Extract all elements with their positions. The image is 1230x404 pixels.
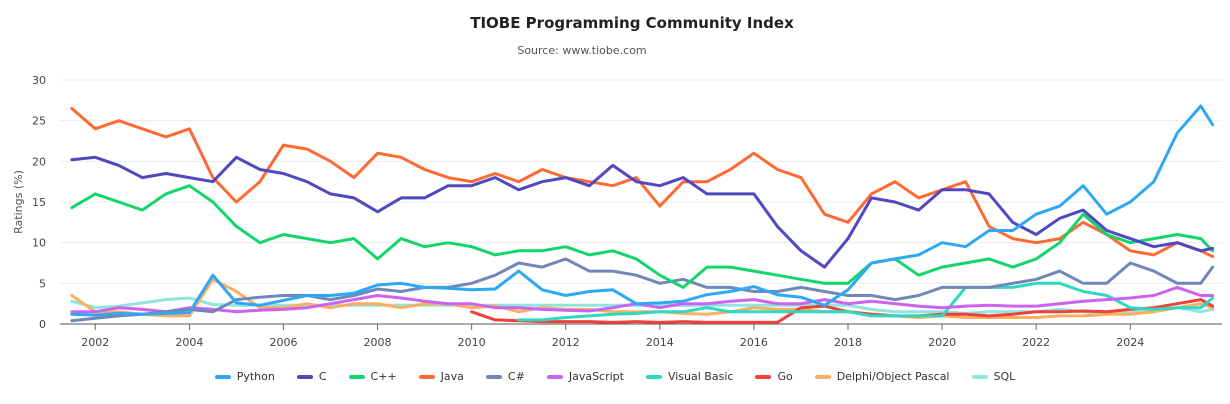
series-line-visual-basic [517, 281, 1215, 322]
y-tick-label: 20 [32, 155, 46, 168]
series-line-c- [70, 257, 1215, 323]
legend-label: Delphi/Object Pascal [836, 370, 950, 383]
legend-swatch [546, 374, 563, 379]
x-tick-label: 2018 [834, 336, 862, 349]
legend-label: C++ [370, 370, 397, 383]
x-tick-label: 2008 [364, 336, 392, 349]
series-line-c- [70, 184, 1215, 289]
legend-item[interactable]: C [296, 370, 327, 383]
legend-item[interactable]: SQL [971, 370, 1016, 383]
legend-label: Python [236, 370, 275, 383]
legend-item[interactable]: Delphi/Object Pascal [814, 370, 950, 383]
legend-swatch [214, 374, 231, 379]
y-tick-label: 10 [32, 237, 46, 250]
legend-label: Visual Basic [667, 370, 734, 383]
legend-swatch [485, 374, 502, 379]
legend-swatch [296, 374, 313, 379]
legend-item[interactable]: C# [485, 370, 525, 383]
x-tick-label: 2014 [646, 336, 674, 349]
x-tick-label: 2024 [1116, 336, 1144, 349]
x-tick-label: 2022 [1022, 336, 1050, 349]
y-tick-label: 30 [32, 74, 46, 87]
legend-item[interactable]: Visual Basic [645, 370, 734, 383]
legend-item[interactable]: Java [418, 370, 464, 383]
legend-label: Go [777, 370, 793, 383]
legend-label: C [318, 370, 327, 383]
y-axis-label: Ratings (%) [12, 170, 25, 234]
legend-label: JavaScript [568, 370, 624, 383]
series-line-java [70, 107, 1215, 258]
y-tick-label: 25 [32, 115, 46, 128]
chart-subtitle: Source: www.tiobe.com [517, 44, 647, 57]
chart-title: TIOBE Programming Community Index [470, 14, 794, 32]
y-tick-label: 15 [32, 196, 46, 209]
legend-item[interactable]: Go [755, 370, 793, 383]
series-line-python [70, 104, 1215, 317]
x-tick-label: 2004 [175, 336, 203, 349]
legend-label: Java [440, 370, 464, 383]
series-line-javascript [70, 285, 1215, 314]
legend-swatch [418, 374, 435, 379]
series-lines [70, 104, 1215, 324]
legend-swatch [971, 374, 988, 379]
x-axis: 2002 2004 2006 2008 2010 2012 2014 2016 2018 2020… [60, 323, 1222, 349]
x-tick-label: 2020 [928, 336, 956, 349]
legend-swatch [348, 374, 365, 379]
series-line-c [70, 155, 1215, 269]
legend-label: SQL [993, 370, 1016, 383]
legend-item[interactable]: JavaScript [546, 370, 624, 383]
x-tick-label: 2002 [81, 336, 109, 349]
y-axis-ticks: 0 5 10 15 20 25 30 [32, 74, 46, 331]
y-tick-label: 5 [39, 277, 46, 290]
x-tick-label: 2016 [740, 336, 768, 349]
x-tick-label: 2006 [269, 336, 297, 349]
legend-swatch [814, 374, 831, 379]
legend-swatch [755, 374, 772, 379]
x-tick-label: 2012 [552, 336, 580, 349]
legend-item[interactable]: C++ [348, 370, 397, 383]
y-tick-label: 0 [39, 318, 46, 331]
x-tick-label: 2010 [458, 336, 486, 349]
legend-item[interactable]: Python [214, 370, 275, 383]
legend-swatch [645, 374, 662, 379]
legend: Python C C++ Java C# JavaScript Visual Basic Go… [0, 370, 1230, 383]
legend-label: C# [507, 370, 525, 383]
